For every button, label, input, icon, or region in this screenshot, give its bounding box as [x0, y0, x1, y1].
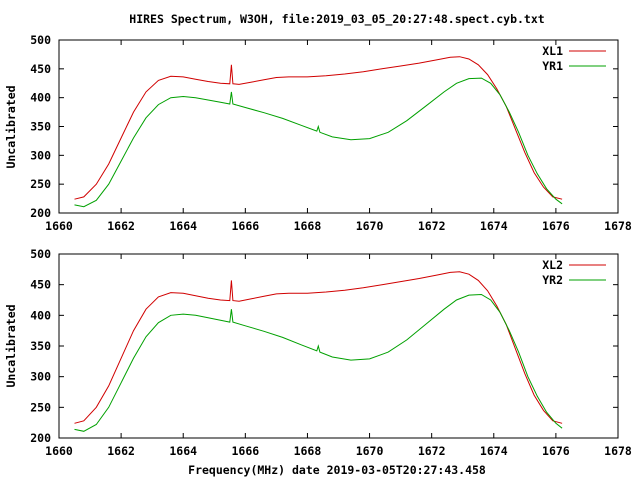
y-tick-label: 350 — [30, 339, 51, 353]
x-axis-label: Frequency(MHz) date 2019-03-05T20:27:43.… — [188, 463, 486, 477]
y-axis-label: Uncalibrated — [4, 304, 18, 387]
x-tick-label: 1678 — [604, 444, 632, 458]
y-tick-label: 500 — [30, 33, 51, 47]
figure-title: HIRES Spectrum, W3OH, file:2019_03_05_20… — [129, 12, 544, 27]
x-tick-label: 1664 — [169, 444, 197, 458]
x-tick-label: 1660 — [45, 444, 73, 458]
y-tick-label: 500 — [30, 247, 51, 261]
legend-label: XL1 — [542, 44, 563, 58]
y-tick-label: 200 — [30, 431, 51, 445]
y-tick-label: 250 — [30, 400, 51, 414]
x-tick-label: 1676 — [542, 219, 570, 233]
x-tick-label: 1672 — [418, 219, 446, 233]
legend-label: YR1 — [542, 59, 563, 73]
x-tick-label: 1676 — [542, 444, 570, 458]
x-tick-label: 1674 — [480, 219, 508, 233]
y-tick-label: 400 — [30, 91, 51, 105]
bottom-panel: 1660 1662 1664 1666 1668 1670 1672 1674 1676 1678… — [4, 247, 632, 458]
plot-frame — [58, 39, 619, 214]
x-tick-label: 1662 — [107, 444, 135, 458]
series-line-xl1 — [74, 56, 563, 200]
x-tick-label: 1666 — [231, 444, 259, 458]
y-tick-label: 350 — [30, 120, 51, 134]
x-tick-label: 1670 — [356, 219, 384, 233]
x-tick-label: 1660 — [45, 219, 73, 233]
legend-label: YR2 — [542, 273, 563, 287]
x-tick-label: 1670 — [356, 444, 384, 458]
y-tick-label: 300 — [30, 148, 51, 162]
y-tick-label: 400 — [30, 308, 51, 322]
y-tick-label: 450 — [30, 278, 51, 292]
legend-label: XL2 — [542, 258, 563, 272]
y-tick-label: 450 — [30, 62, 51, 76]
series-line-xl2 — [74, 271, 563, 424]
plot-frame — [58, 253, 619, 439]
y-axis-label: Uncalibrated — [4, 85, 18, 168]
x-tick-label: 1678 — [604, 219, 632, 233]
series-line-yr2 — [74, 293, 563, 432]
x-tick-label: 1674 — [480, 444, 508, 458]
x-tick-label: 1662 — [107, 219, 135, 233]
x-tick-label: 1664 — [169, 219, 197, 233]
top-panel: 1660 1662 1664 1666 1668 1670 1672 1674 1676 1678… — [4, 33, 632, 233]
series-line-yr1 — [74, 77, 563, 208]
x-tick-label: 1668 — [294, 444, 322, 458]
y-tick-label: 250 — [30, 177, 51, 191]
x-tick-label: 1668 — [294, 219, 322, 233]
y-tick-label: 300 — [30, 370, 51, 384]
x-tick-label: 1666 — [231, 219, 259, 233]
x-tick-label: 1672 — [418, 444, 446, 458]
y-tick-label: 200 — [30, 206, 51, 220]
